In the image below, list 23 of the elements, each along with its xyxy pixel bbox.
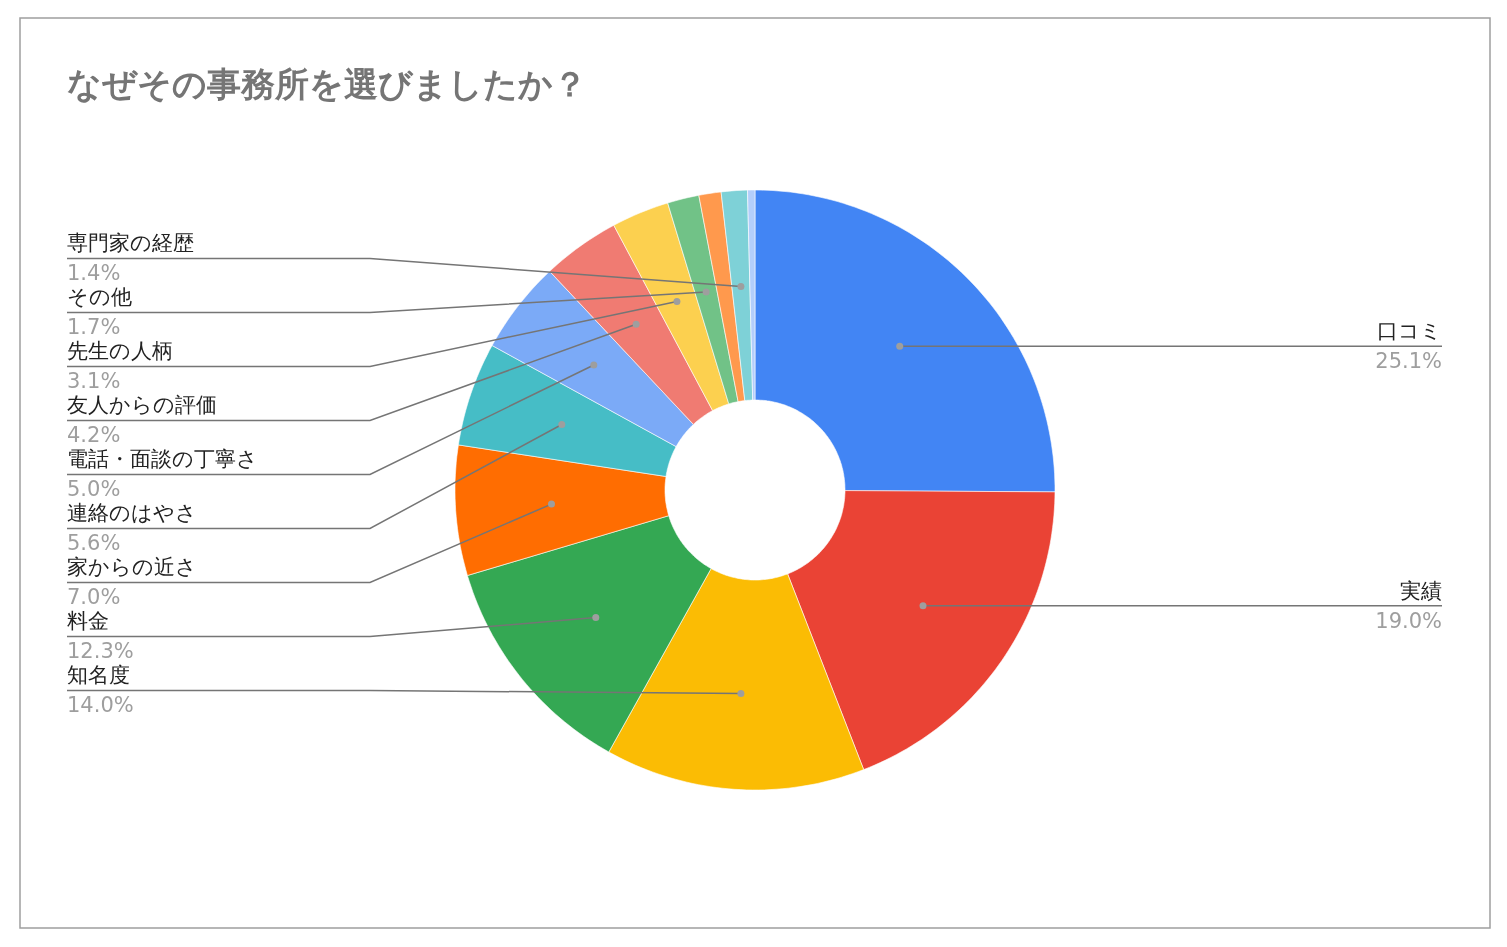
slice-label: 料金	[67, 609, 109, 634]
data-label: 12.3%	[67, 639, 134, 664]
slice-label: 電話・面談の丁寧さ	[67, 447, 258, 472]
data-label: 1.7%	[67, 315, 121, 340]
slice-label: 友人からの評価	[67, 393, 217, 418]
data-label: 19.0%	[1375, 608, 1442, 633]
data-label: 4.2%	[67, 423, 121, 448]
data-label: 5.6%	[67, 531, 121, 556]
slice-label: その他	[67, 285, 132, 310]
slice-label: 口コミ	[1377, 319, 1442, 344]
slice-label: 先生の人柄	[67, 339, 173, 364]
data-label: 25.1%	[1375, 349, 1442, 374]
slice-label: 実績	[1400, 578, 1442, 603]
slice-label: 知名度	[67, 663, 130, 688]
chart-title: なぜその事務所を選びましたか？	[67, 64, 587, 104]
slice-label: 家からの近さ	[67, 555, 197, 580]
data-label: 5.0%	[67, 477, 121, 502]
slice-label: 専門家の経歴	[67, 231, 194, 256]
data-label: 1.4%	[67, 261, 121, 286]
data-label: 3.1%	[67, 369, 121, 394]
data-label: 7.0%	[67, 585, 121, 610]
slice-label: 連絡のはやさ	[67, 501, 197, 526]
data-label: 14.0%	[67, 693, 134, 718]
